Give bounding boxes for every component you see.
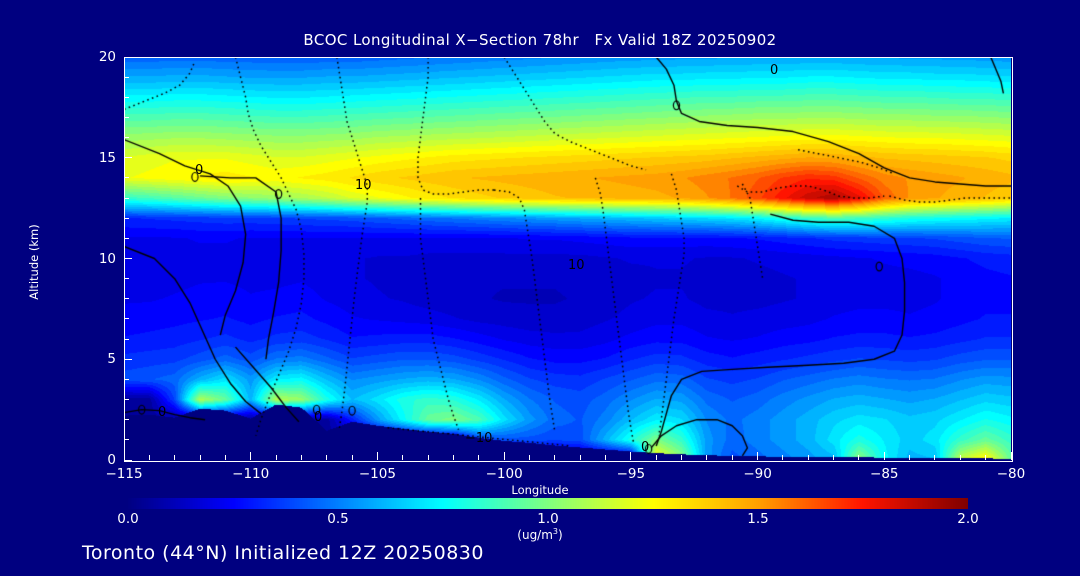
units-paren: ): [558, 528, 563, 542]
y-axis-title: Altitude (km): [27, 224, 41, 300]
x-axis-minor-tick: [402, 455, 404, 460]
x-axis-minor-tick: [554, 455, 556, 460]
x-tick-label: −80: [996, 466, 1026, 482]
x-axis-major-tick: [503, 452, 505, 460]
colorbar-gradient: [128, 498, 968, 509]
contour-label: 10: [355, 178, 372, 193]
contour-label: 0: [314, 410, 323, 425]
y-tick-label: 20: [98, 49, 116, 65]
colorbar-tick-label: 0.0: [117, 511, 139, 527]
colorbar-tick-label: 0.5: [327, 511, 349, 527]
x-axis-minor-tick: [681, 455, 683, 460]
x-axis-minor-tick: [300, 455, 302, 460]
x-tick-label: −100: [485, 466, 523, 482]
x-axis-major-tick: [757, 452, 759, 460]
x-axis-minor-tick: [985, 455, 987, 460]
x-axis-minor-tick: [452, 455, 454, 460]
x-axis-minor-tick: [224, 455, 226, 460]
y-axis-minor-tick: [124, 76, 129, 78]
x-axis-minor-tick: [605, 455, 606, 460]
x-axis-minor-tick: [655, 455, 657, 460]
contour-label: 10: [568, 258, 585, 273]
x-axis-major-tick: [883, 452, 885, 460]
x-axis-minor-tick: [706, 455, 708, 460]
x-tick-label: −90: [743, 466, 772, 482]
y-tick-label: 0: [107, 452, 116, 468]
x-axis-title: Longitude: [511, 483, 569, 497]
contour-label: 0: [158, 405, 167, 420]
y-axis-minor-tick: [124, 96, 129, 98]
x-tick-label: −85: [870, 466, 899, 482]
x-tick-label: −105: [358, 466, 396, 482]
x-axis-minor-tick: [934, 455, 936, 460]
x-axis-minor-tick: [275, 455, 277, 460]
y-axis-minor-tick: [124, 378, 129, 380]
y-axis-minor-tick: [124, 419, 129, 421]
x-axis-minor-tick: [326, 455, 328, 460]
x-axis-minor-tick: [528, 455, 530, 460]
contour-label: 0: [195, 163, 204, 178]
x-axis-minor-tick: [478, 455, 480, 460]
colorbar-tick-label: 1.0: [537, 511, 559, 527]
x-axis-minor-tick: [807, 455, 809, 460]
x-axis-major-tick: [376, 452, 378, 460]
y-tick-label: 15: [98, 149, 116, 166]
y-axis-major-tick: [124, 258, 132, 259]
x-axis-minor-tick: [351, 455, 353, 460]
x-axis-minor-tick: [174, 455, 176, 460]
contour-overlay: [124, 57, 1011, 460]
contour-label: 0: [770, 63, 779, 78]
x-axis-minor-tick: [833, 455, 835, 460]
contour-label: 0: [641, 440, 650, 455]
units-exponent: 3: [552, 527, 559, 536]
colorbar: [128, 498, 968, 509]
x-tick-label: −95: [616, 466, 646, 482]
y-axis-minor-tick: [124, 318, 129, 320]
x-axis-minor-tick: [579, 455, 581, 460]
y-axis-minor-tick: [124, 217, 129, 219]
x-axis-major-tick: [123, 452, 125, 460]
cross-section-plot-area: [124, 57, 1011, 460]
y-axis-major-tick: [124, 459, 132, 461]
y-axis-minor-tick: [124, 399, 129, 401]
x-axis-minor-tick: [959, 455, 961, 460]
contour-label: −10: [465, 431, 493, 446]
y-axis-minor-tick: [124, 237, 129, 239]
y-axis-minor-tick: [124, 137, 129, 139]
colorbar-tick-label: 1.5: [747, 511, 769, 527]
x-axis-major-tick: [1010, 452, 1012, 460]
x-axis-minor-tick: [731, 455, 733, 460]
x-axis-minor-tick: [782, 455, 784, 460]
units-text: (ug/m: [517, 528, 553, 542]
y-axis-minor-tick: [124, 338, 129, 340]
x-axis-minor-tick: [199, 455, 201, 460]
y-axis-minor-tick: [124, 439, 129, 441]
x-axis-minor-tick: [909, 455, 911, 460]
x-axis-major-tick: [250, 452, 252, 460]
x-tick-label: −115: [105, 466, 143, 482]
x-axis-minor-tick: [148, 455, 150, 460]
x-axis-minor-tick: [858, 455, 860, 460]
chart-caption: Toronto (44°N) Initialized 12Z 20250830: [82, 542, 484, 564]
x-axis-major-tick: [630, 452, 632, 460]
y-axis-major-tick: [124, 56, 132, 58]
y-axis-minor-tick: [124, 298, 129, 300]
colorbar-units-label: (ug/m3): [0, 527, 1080, 542]
y-tick-label: 10: [98, 250, 116, 267]
y-axis-major-tick: [124, 157, 132, 159]
y-axis-minor-tick: [124, 177, 129, 179]
y-axis-major-tick: [124, 358, 132, 360]
y-axis-minor-tick: [124, 278, 129, 280]
y-tick-label: 5: [107, 351, 116, 368]
y-axis-minor-tick: [124, 116, 129, 118]
chart-title: BCOC Longitudinal X−Section 78hr Fx Vali…: [303, 31, 777, 49]
colorbar-tick-label: 2.0: [957, 511, 979, 527]
y-axis-minor-tick: [124, 197, 129, 199]
x-tick-label: −110: [232, 466, 270, 482]
x-axis-minor-tick: [427, 455, 429, 460]
